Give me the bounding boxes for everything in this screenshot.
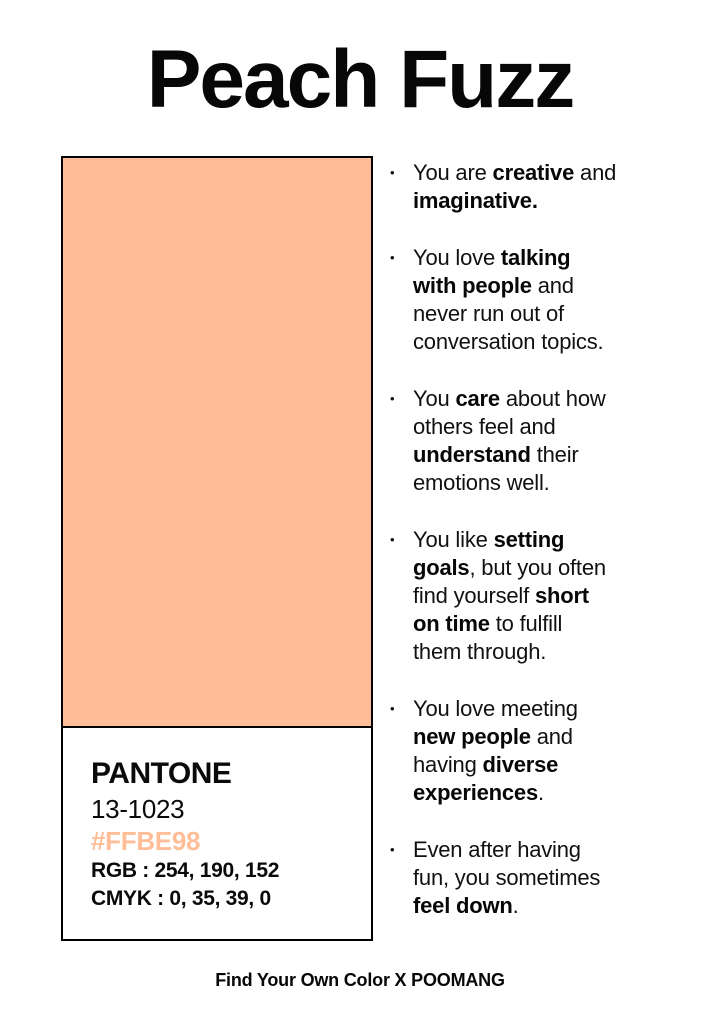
trait-item: • You love meeting new people and having di… xyxy=(386,695,676,807)
trait-text: Even after having fun, you sometimes feel … xyxy=(413,837,601,918)
trait-text: You love talking with people and never run… xyxy=(413,245,604,354)
color-swatch xyxy=(63,158,371,728)
footer-credit: Find Your Own Color X POOMANG xyxy=(215,970,505,990)
pantone-code: 13-1023 xyxy=(91,794,185,824)
page-title: Peach Fuzz xyxy=(146,34,576,125)
trait-item: • You care about how others feel and unders… xyxy=(386,385,676,497)
trait-item: • You love talking with people and never ru… xyxy=(386,244,676,356)
rgb-value: RGB : 254, 190, 152 xyxy=(91,859,280,882)
bullet-icon: • xyxy=(390,391,395,406)
bullet-icon: • xyxy=(390,701,395,716)
pantone-card: PANTONE 13-1023 #FFBE98 RGB : 254, 190, … xyxy=(61,156,373,941)
traits-list: • You are creative and imaginative. • You lo… xyxy=(386,159,676,949)
pantone-brand: PANTONE xyxy=(91,757,232,790)
trait-text: You like setting goals, but you often find… xyxy=(413,527,606,664)
trait-text: You are creative and imaginative. xyxy=(413,160,617,213)
trait-item: • Even after having fun, you sometimes feel… xyxy=(386,836,676,920)
trait-text: You care about how others feel and underst… xyxy=(413,386,606,495)
trait-item: • You like setting goals, but you often fin… xyxy=(386,526,676,666)
bullet-icon: • xyxy=(390,250,395,265)
bullet-icon: • xyxy=(390,532,395,547)
cmyk-value: CMYK : 0, 35, 39, 0 xyxy=(91,887,271,910)
color-info: PANTONE 13-1023 #FFBE98 RGB : 254, 190, … xyxy=(63,728,371,913)
trait-item: • You are creative and imaginative. xyxy=(386,159,676,215)
trait-text: You love meeting new people and having div… xyxy=(413,696,578,805)
bullet-icon: • xyxy=(390,842,395,857)
bullet-icon: • xyxy=(390,165,395,180)
hex-value: #FFBE98 xyxy=(91,826,201,856)
